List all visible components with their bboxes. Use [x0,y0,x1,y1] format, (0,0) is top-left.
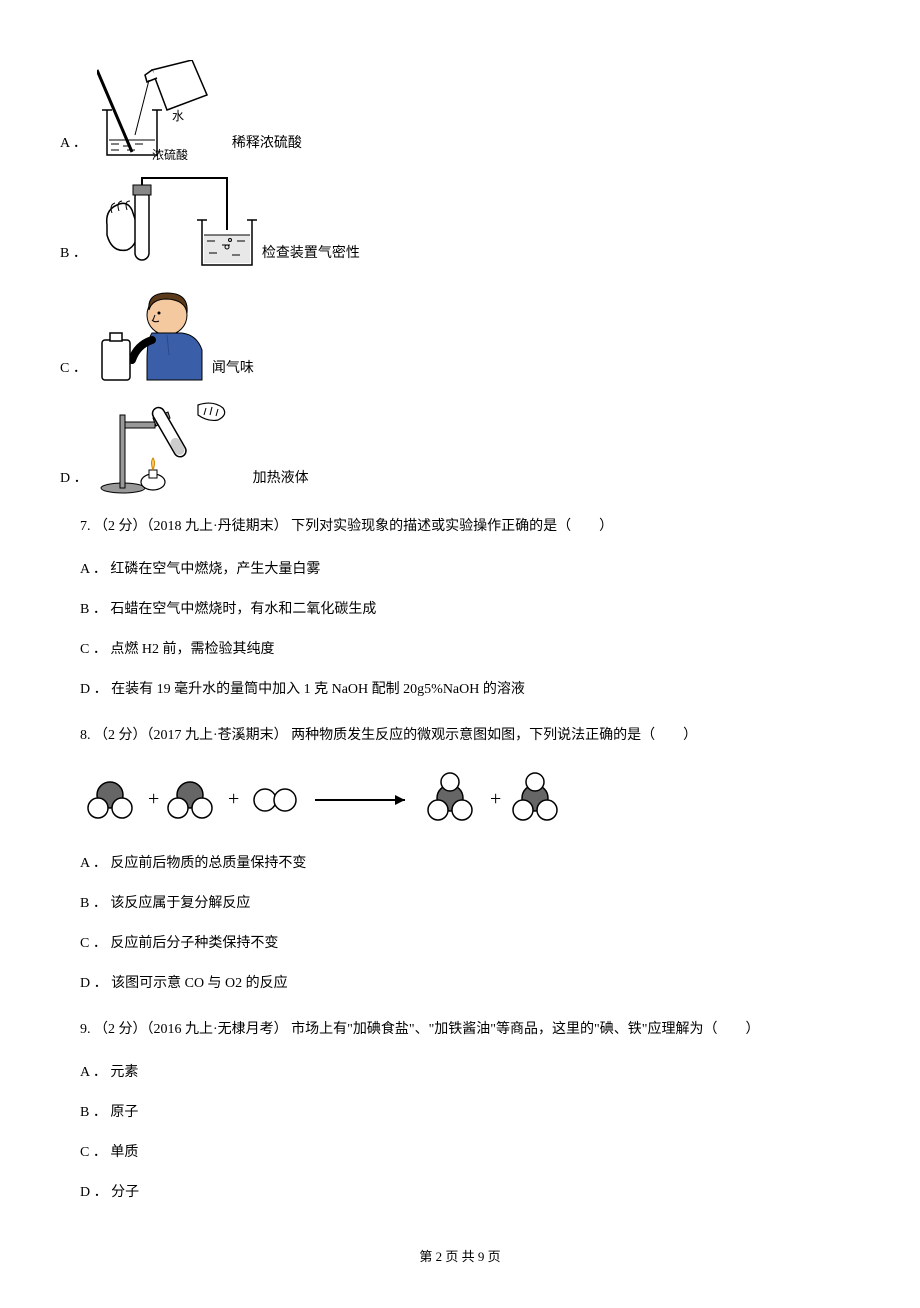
airtight-check-diagram [97,175,257,270]
svg-text:+: + [148,788,159,810]
option-text: 闻气味 [212,358,254,385]
q9-option-d: D ． 分子 [80,1179,860,1207]
svg-text:+: + [490,788,501,810]
q9-stem-text: 9. （2 分）（2016 九上·无棣月考） 市场上有"加碘食盐"、"加铁酱油"… [80,1022,759,1037]
q9-option-c: C ． 单质 [80,1139,860,1167]
option-label: D ． [60,468,88,495]
q6-option-d: D ． 加热液体 [60,400,860,495]
heat-liquid-diagram [98,400,248,495]
dilute-acid-diagram: 水 浓硫酸 [97,60,227,160]
q7-option-c: C ． 点燃 H2 前，需检验其纯度 [80,636,860,664]
q8-option-c: C ． 反应前后分子种类保持不变 [80,930,860,958]
q8-option-b: B ． 该反应属于复分解反应 [80,890,860,918]
reaction-diagram: + + + [80,770,860,830]
option-text: 检查装置气密性 [262,243,360,270]
q6-option-b: B ． [60,175,860,270]
svg-text:浓硫酸: 浓硫酸 [152,147,188,160]
option-label: C ． [60,358,87,385]
option-text: 加热液体 [253,468,309,495]
q9-option-a: A ． 元素 [80,1059,860,1087]
q9-option-b: B ． 原子 [80,1099,860,1127]
q7-option-a: A ． 红磷在空气中燃烧，产生大量白雾 [80,556,860,584]
option-label: B ． [60,243,87,270]
q7-option-b: B ． 石蜡在空气中燃烧时，有水和二氧化碳生成 [80,596,860,624]
page-footer: 第 2 页 共 9 页 [60,1247,860,1268]
q6-option-a: A ． 水 浓硫酸 稀释浓硫酸 [60,60,860,160]
option-text: 稀释浓硫酸 [232,133,302,160]
svg-text:+: + [228,788,239,810]
q6-option-c: C ． 闻气味 [60,285,860,385]
svg-text:水: 水 [172,109,184,123]
q7-option-d: D ． 在装有 19 毫升水的量筒中加入 1 克 NaOH 配制 20g5%Na… [80,676,860,704]
smell-gas-diagram [97,285,207,385]
q9-stem: 9. （2 分）（2016 九上·无棣月考） 市场上有"加碘食盐"、"加铁酱油"… [80,1016,860,1044]
q7-stem: 7. （2 分）（2018 九上·丹徒期末） 下列对实验现象的描述或实验操作正确… [80,513,860,541]
q8-stem: 8. （2 分）（2017 九上·苍溪期末） 两种物质发生反应的微观示意图如图，… [80,722,860,750]
q8-option-d: D ． 该图可示意 CO 与 O2 的反应 [80,970,860,998]
option-label: A ． [60,133,87,160]
q8-option-a: A ． 反应前后物质的总质量保持不变 [80,850,860,878]
